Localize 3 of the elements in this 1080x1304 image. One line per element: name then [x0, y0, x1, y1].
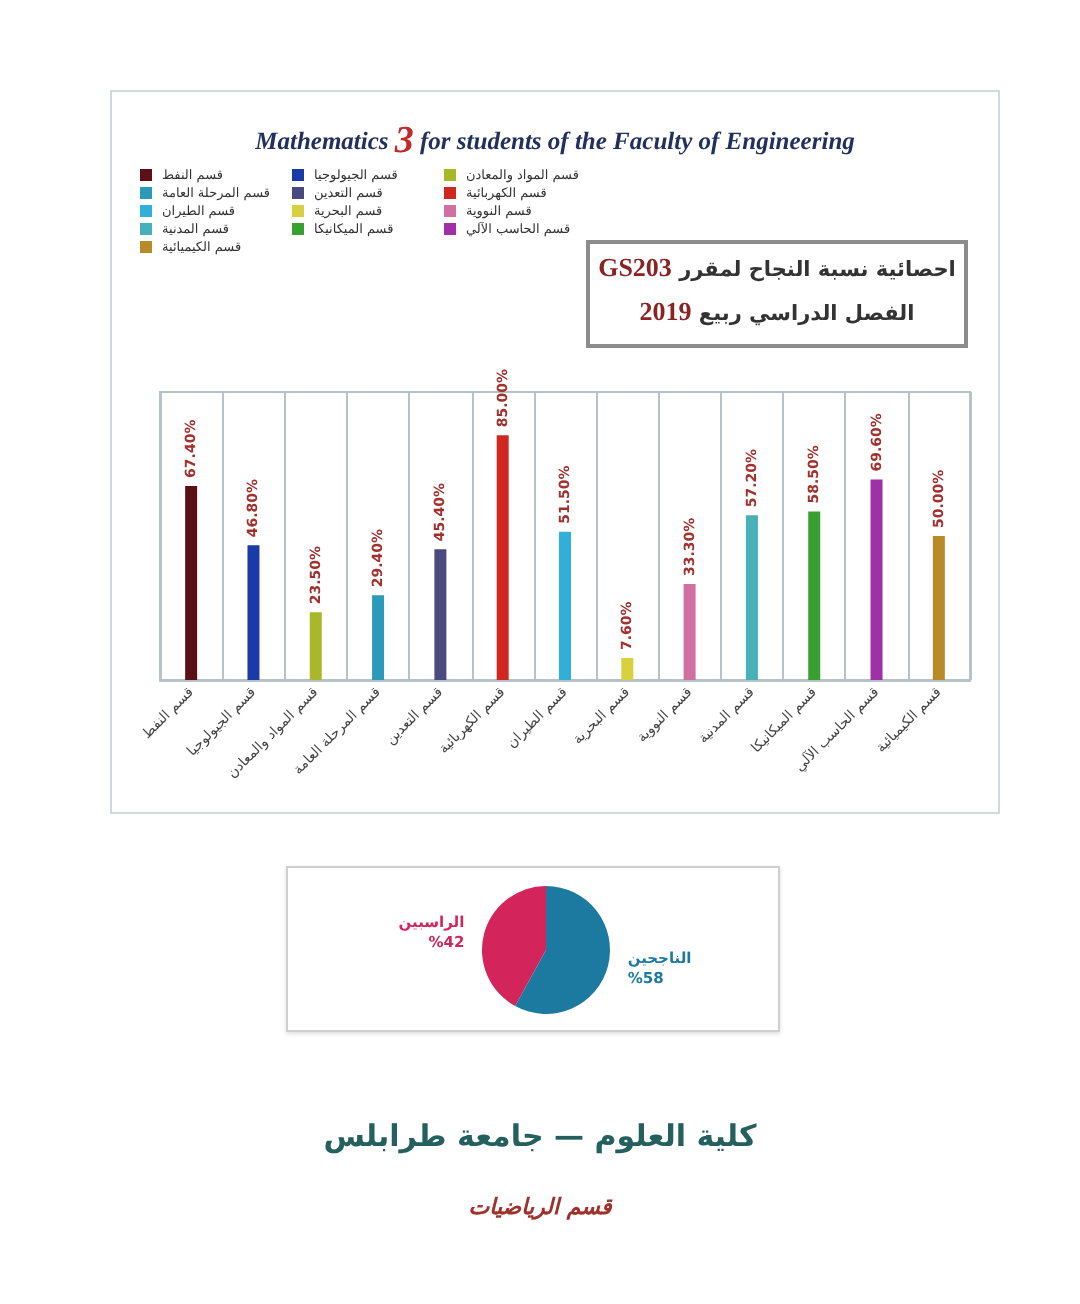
text: كلية العلوم — جامعة طرابلس: [321, 1118, 759, 1154]
chart-title: Mathematics 3 for students of the Faculty of Engineering: [253, 120, 855, 162]
text: قسم الرياضيات: [466, 1194, 615, 1220]
